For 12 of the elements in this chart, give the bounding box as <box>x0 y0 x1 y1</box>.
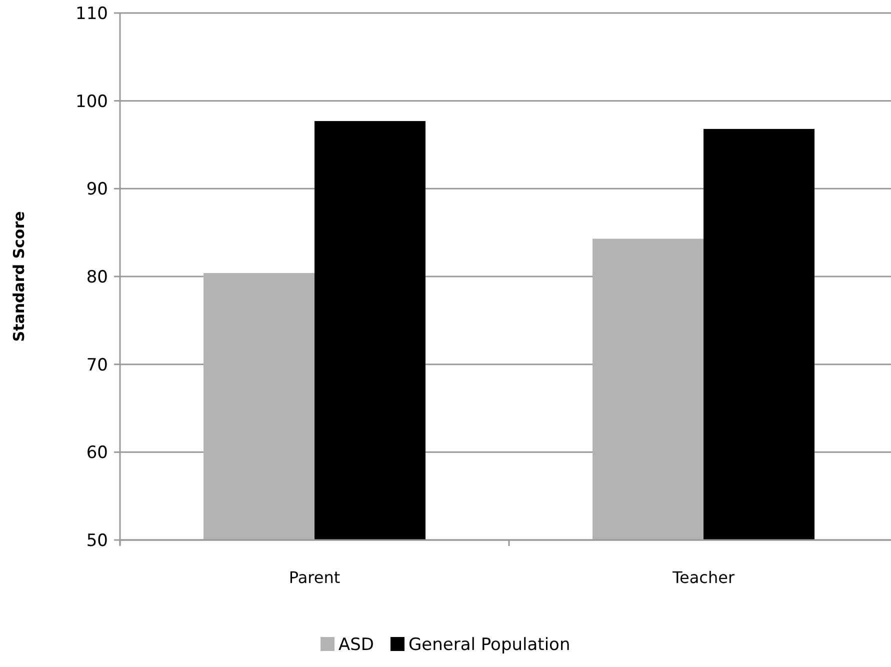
legend-label: ASD <box>338 635 374 655</box>
y-tick-label: 90 <box>86 180 108 200</box>
y-tick-label: 110 <box>76 4 108 24</box>
y-tick-label: 50 <box>86 530 108 551</box>
y-axis-title: Standard Score <box>10 211 28 342</box>
y-tick-label: 60 <box>86 443 108 464</box>
y-tick-label: 70 <box>86 355 108 376</box>
legend-label: General Population <box>408 635 570 655</box>
y-tick-label: 100 <box>76 92 108 112</box>
y-tick-label: 80 <box>86 267 108 288</box>
x-tick-label: Parent <box>288 568 340 587</box>
x-tick-label: Teacher <box>671 568 735 587</box>
